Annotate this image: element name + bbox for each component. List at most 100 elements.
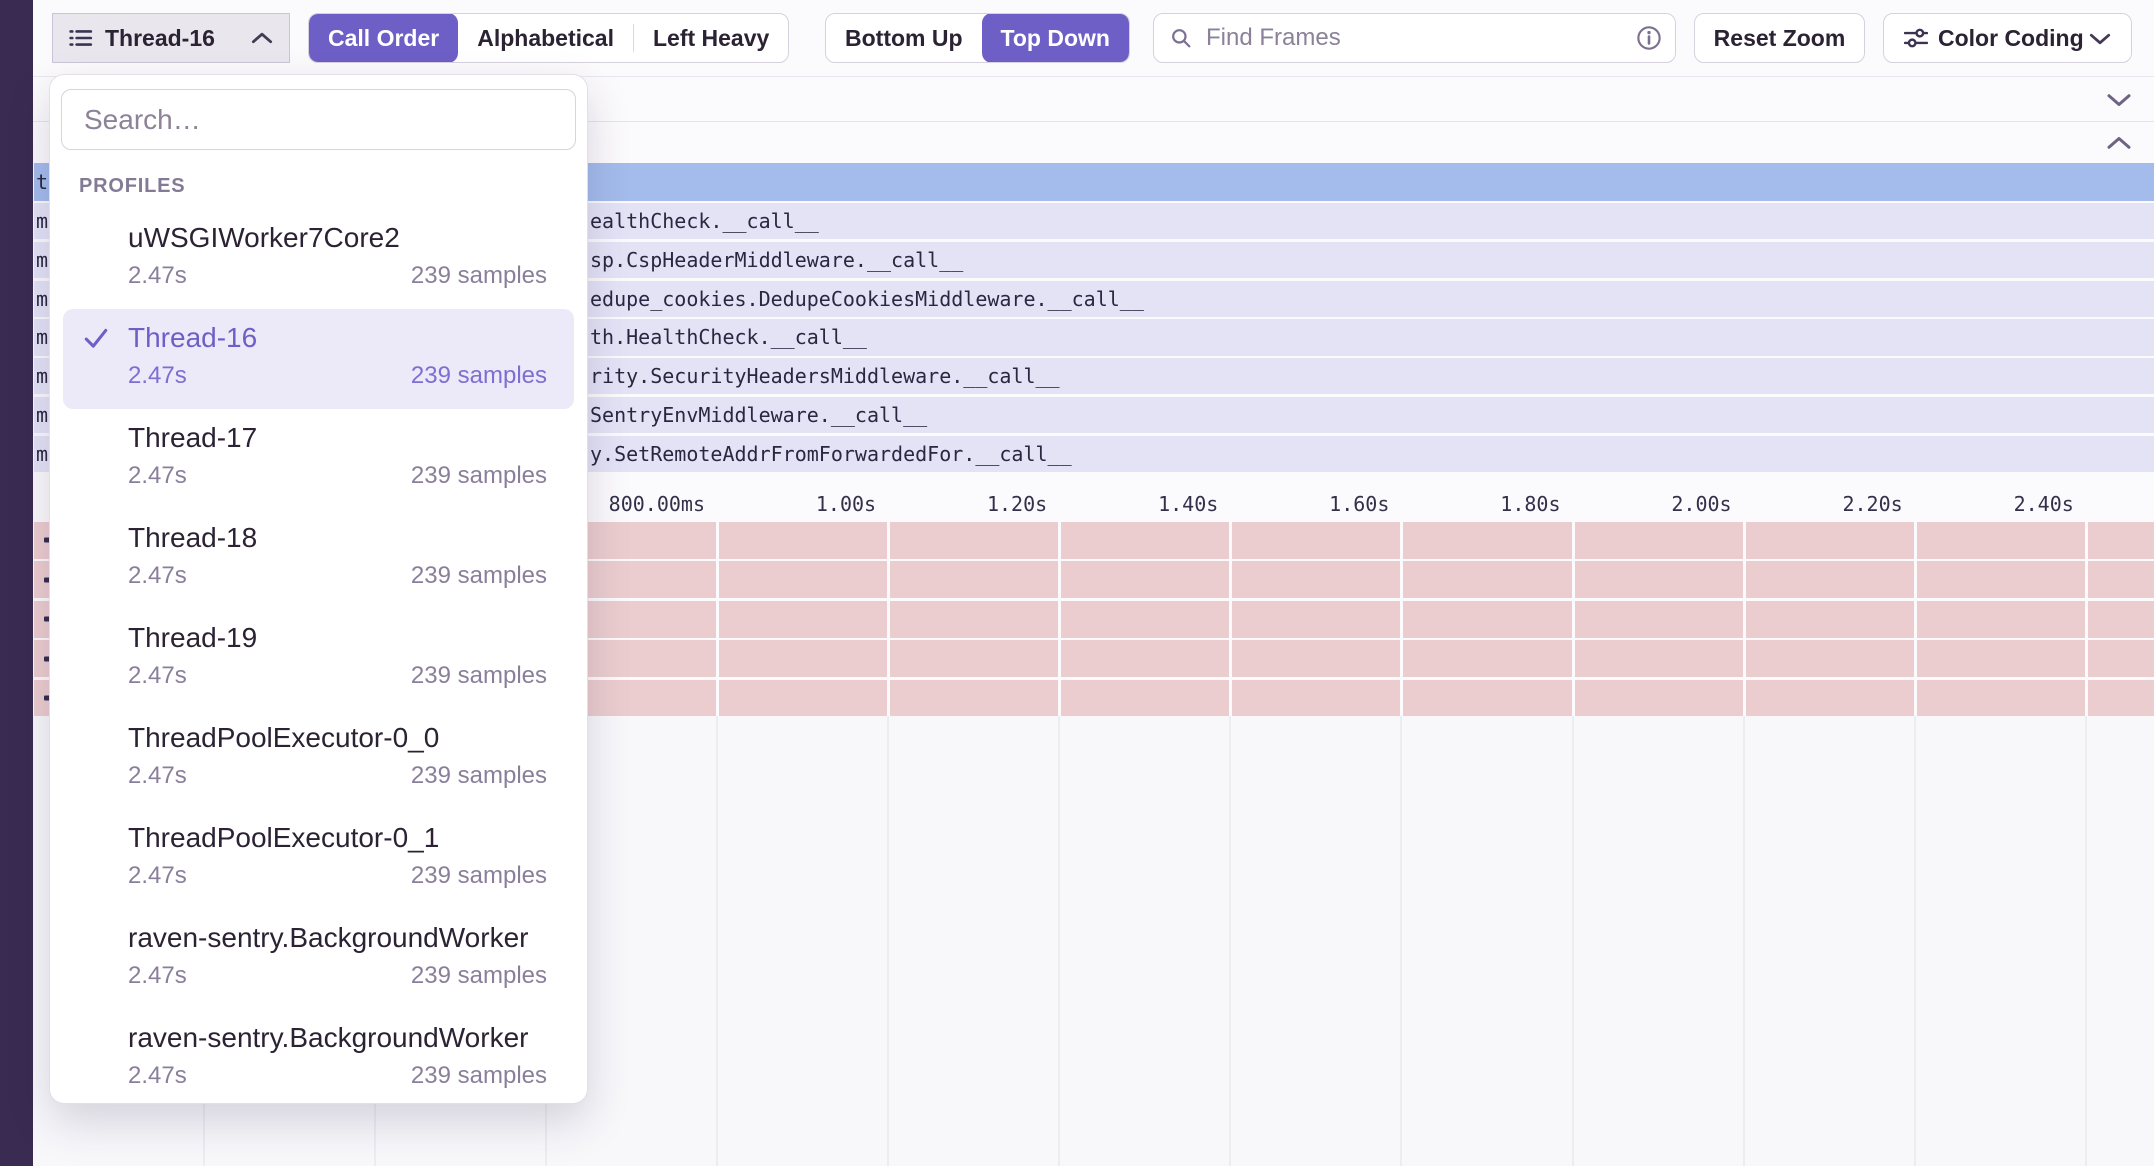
time-axis-label: 2.20s [1842,492,1903,516]
color-coding-button[interactable]: Color Coding [1883,13,2132,63]
chevron-up-icon [251,32,273,45]
frame-label-prefix: m [36,403,49,428]
grid-line [2084,716,2087,1166]
segment-top-down[interactable]: Top Down [981,14,1129,62]
grid-line [1058,522,1062,716]
profile-option-thread-19[interactable]: Thread-19 2.47s 239 samples [63,609,574,709]
reset-zoom-button[interactable]: Reset Zoom [1694,13,1865,63]
time-axis-label: 2.40s [2013,492,2074,516]
profile-duration: 2.47s [128,562,187,589]
profile-stats: 2.47s 239 samples [128,461,547,491]
profile-duration: 2.47s [128,1062,187,1089]
profile-stats: 2.47s 239 samples [128,261,547,291]
profile-sample-count: 239 samples [410,462,547,489]
profile-stats: 2.47s 239 samples [128,1061,547,1091]
profile-name: raven-sentry.BackgroundWorker [128,1022,529,1053]
frame-label: y.SetRemoteAddrFromForwardedFor.__call__ [590,441,1072,466]
segment-bottom-up[interactable]: Bottom Up [826,14,982,62]
profile-sample-count: 239 samples [410,562,547,589]
list-icon [69,26,93,50]
profile-stats: 2.47s 239 samples [128,961,547,991]
profile-stats: 2.47s 239 samples [128,661,547,691]
profile-sample-count: 239 samples [410,962,547,989]
direction-segmented-control: Bottom Up Top Down [825,13,1130,63]
sample-track-label-sliver [44,616,54,622]
frame-label: SentryEnvMiddleware.__call__ [590,403,928,428]
segment-left-heavy[interactable]: Left Heavy [634,14,788,62]
profile-option-raven-sentry-backgroundworker[interactable]: raven-sentry.BackgroundWorker 2.47s 239 sa… [63,909,574,1009]
profile-sample-count: 239 samples [410,1062,547,1089]
grid-line [1913,522,1917,716]
grid-line [1571,716,1574,1166]
profile-option-threadpoolexecutor-0-1[interactable]: ThreadPoolExecutor-0_1 2.47s 239 samples [63,809,574,909]
frame-label-prefix: m [36,364,49,389]
profile-stats: 2.47s 239 samples [128,561,547,591]
sample-track-label-sliver [44,695,54,701]
time-axis-label: 800.00ms [608,492,705,516]
frame-label: t [36,170,49,194]
profile-name: Thread-18 [128,522,258,553]
sample-track-label-sliver [44,577,54,583]
info-icon[interactable] [1636,25,1662,51]
time-axis-label: 1.20s [986,492,1048,516]
grid-line [1571,522,1575,716]
grid-line [1742,522,1746,716]
thread-selector-dropdown: PROFILES uWSGIWorker7Core2 2.47s 239 sampl… [50,75,587,1103]
profile-sample-count: 239 samples [410,862,547,889]
profile-duration: 2.47s [128,462,187,489]
profile-option-thread-16[interactable]: Thread-16 2.47s 239 samples [63,309,574,409]
time-axis-label: 2.00s [1671,492,1732,516]
profile-name: uWSGIWorker7Core2 [128,222,400,253]
segment-alphabetical[interactable]: Alphabetical [458,14,633,62]
profile-name: ThreadPoolExecutor-0_0 [128,722,440,753]
profile-duration: 2.47s [128,262,187,289]
profile-duration: 2.47s [128,662,187,689]
grid-line [1229,716,1232,1166]
segment-divider [632,24,634,52]
profile-option-thread-17[interactable]: Thread-17 2.47s 239 samples [63,409,574,509]
grid-line [1400,522,1404,716]
grid-line [1229,522,1233,716]
frame-label-prefix: m [36,325,49,350]
grid-line [887,522,891,716]
sliders-icon [1904,28,1928,48]
profile-name: ThreadPoolExecutor-0_1 [128,822,440,853]
dropdown-search-input[interactable] [61,89,576,150]
frame-label-prefix: m [36,286,49,311]
search-icon [1170,27,1192,49]
profile-option-raven-sentry-backgroundworker[interactable]: raven-sentry.BackgroundWorker 2.47s 239 sa… [63,1009,574,1109]
frame-label: rity.SecurityHeadersMiddleware.__call__ [590,364,1060,389]
time-axis-label: 1.40s [1158,492,1219,516]
profile-sample-count: 239 samples [410,762,547,789]
grid-line [2084,522,2088,716]
minimap-collapse-button[interactable] [2102,87,2136,113]
profile-option-thread-18[interactable]: Thread-18 2.47s 239 samples [63,509,574,609]
grid-line [716,716,718,1166]
time-axis-label: 1.80s [1500,492,1561,516]
frame-label-prefix: m [36,441,49,466]
profile-stats: 2.47s 239 samples [128,361,547,391]
frame-label-prefix: m [36,209,49,234]
reset-zoom-label: Reset Zoom [1713,24,1846,51]
find-frames-input[interactable] [1154,14,1675,62]
frame-label: sp.CspHeaderMiddleware.__call__ [590,247,964,272]
profile-name: Thread-16 [128,322,258,353]
profile-option-uwsgiworker7core2[interactable]: uWSGIWorker7Core2 2.47s 239 samples [63,209,574,309]
grid-line [1913,716,1916,1166]
profile-duration: 2.47s [128,762,187,789]
profile-option-threadpoolexecutor-0-0[interactable]: ThreadPoolExecutor-0_0 2.47s 239 samples [63,709,574,809]
profile-name: Thread-19 [128,622,258,653]
flamegraph-collapse-button[interactable] [2102,130,2136,156]
chevron-down-icon [2106,92,2132,107]
profile-stats: 2.47s 239 samples [128,761,547,791]
chevron-up-icon [2106,136,2132,151]
checkmark-icon [83,325,109,351]
time-axis-label: 1.00s [815,492,877,516]
segment-call-order[interactable]: Call Order [309,14,459,62]
profiles-section-label: PROFILES [79,175,186,197]
grid-line [1742,716,1745,1166]
chevron-down-icon [2089,32,2111,45]
thread-selector-label: Thread-16 [105,24,215,51]
profile-name: raven-sentry.BackgroundWorker [128,922,529,953]
thread-selector-button[interactable]: Thread-16 [52,13,290,63]
